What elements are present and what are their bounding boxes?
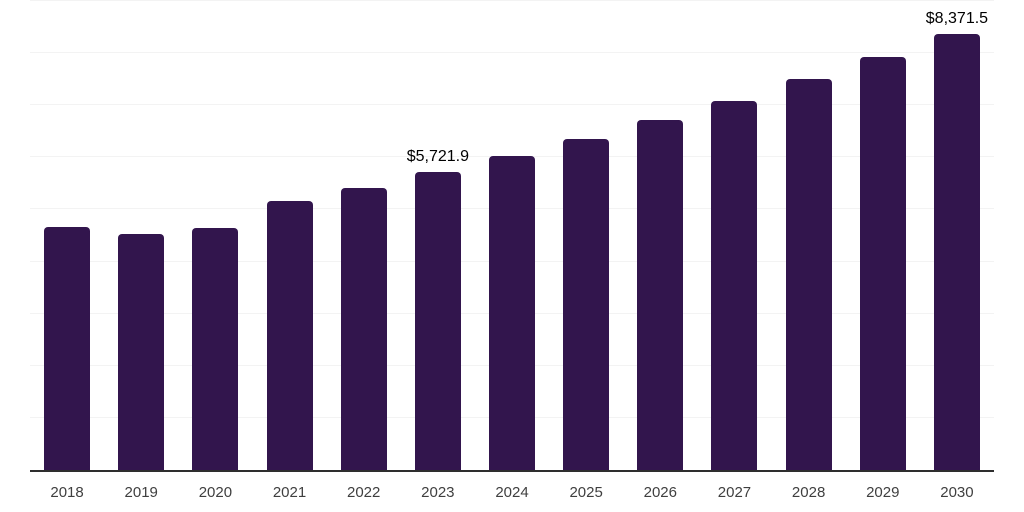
bar-2030 [933, 33, 980, 470]
x-tick-label-2022: 2022 [347, 484, 381, 501]
bar-2022 [340, 188, 387, 470]
gridline-9000 [30, 0, 994, 1]
value-label-2030: $8,371.5 [925, 9, 989, 27]
bar-2029 [859, 57, 906, 470]
bar-2023 [414, 171, 461, 470]
bar-2024 [489, 155, 535, 470]
bar-2026 [637, 119, 684, 470]
bar-2021 [266, 200, 313, 470]
x-tick-label-2018: 2018 [50, 484, 84, 501]
x-tick-label-2019: 2019 [124, 484, 158, 501]
bar-2019 [118, 233, 165, 470]
x-tick-label-2028: 2028 [791, 484, 826, 501]
x-axis-line [30, 470, 994, 472]
gridline-7000 [30, 104, 994, 106]
gridline-8000 [30, 52, 994, 54]
x-tick-label-2025: 2025 [569, 484, 603, 501]
x-tick-label-2021: 2021 [272, 484, 307, 501]
x-tick-label-2030: 2030 [940, 484, 974, 501]
value-label-2023: $5,721.9 [406, 147, 469, 165]
bar-2018 [44, 227, 91, 470]
x-tick-label-2023: 2023 [421, 484, 455, 501]
x-tick-label-2020: 2020 [198, 484, 233, 501]
bar-2020 [192, 228, 239, 470]
bar-2028 [785, 79, 832, 470]
x-tick-label-2029: 2029 [866, 484, 900, 501]
plot-area: $5,721.9 $8,371.5 [30, 0, 994, 472]
x-axis-tick-labels: 2018 2019 2020 2021 2022 2023 2024 2025 2026 2027… [30, 484, 994, 504]
bar-2025 [563, 139, 610, 470]
x-tick-label-2027: 2027 [717, 484, 752, 501]
x-tick-label-2026: 2026 [643, 484, 677, 501]
bar-2027 [711, 101, 758, 470]
x-tick-label-2024: 2024 [495, 484, 529, 501]
